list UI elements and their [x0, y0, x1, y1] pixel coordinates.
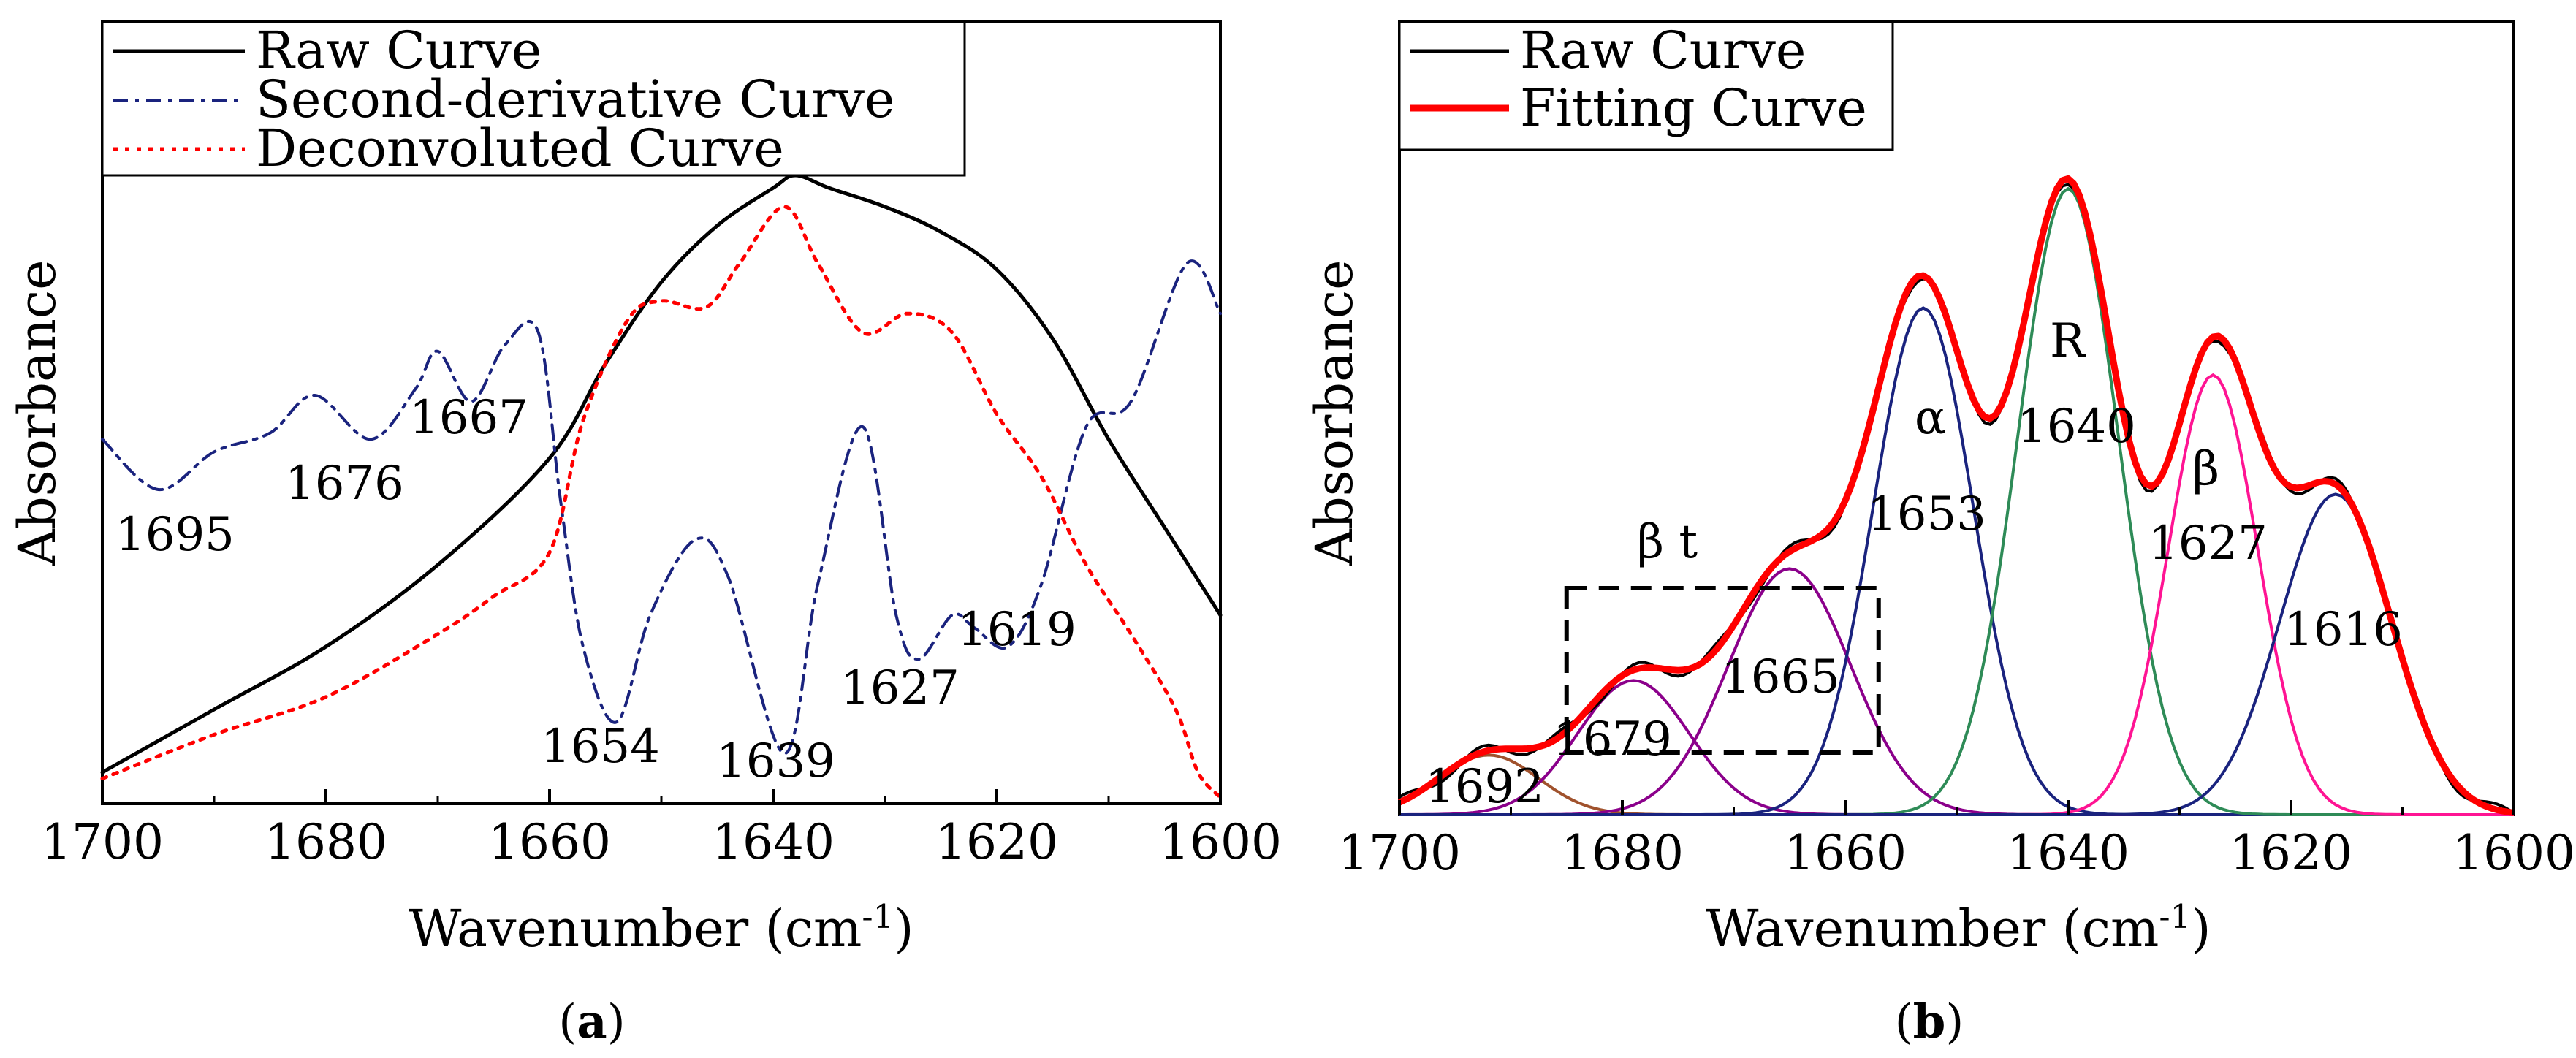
y-axis-title-b: Absorbance [1304, 259, 1364, 566]
peak-labels-a: 1695 1676 1667 1654 1639 1627 1619 [115, 391, 1076, 788]
x-tick-label-b-1620: 1620 [2230, 825, 2352, 881]
peak-label-1619: 1619 [957, 603, 1076, 657]
x-tick-label-b-1700: 1700 [1338, 825, 1461, 881]
x-tick-label-b-1640: 1640 [2007, 825, 2129, 881]
legend-b: Raw Curve Fitting Curve [1398, 20, 1894, 151]
legend-label-fitting-b: Fitting Curve [1520, 78, 1867, 138]
x-axis-title-close-b: ) [2191, 899, 2211, 959]
x-tick-label-a-1660: 1660 [488, 814, 611, 870]
legend-box-a [101, 20, 966, 177]
peak-label-1616: 1616 [2284, 603, 2403, 657]
beta-turn-highlight-box [1564, 586, 1881, 755]
peak-label-1679: 1679 [1553, 712, 1672, 766]
peak-labels-b: 1692 1679 1665 1653 1640 1627 1616 [1425, 400, 2403, 814]
x-tick-label-a-1700: 1700 [41, 814, 164, 870]
peak-label-1640: 1640 [2017, 400, 2136, 454]
x-axis-title-close-a: ) [894, 899, 913, 959]
panel-label-b: (b) [1895, 994, 1964, 1049]
x-tick-label-a-1620: 1620 [935, 814, 1058, 870]
x-tick-label-a-1680: 1680 [265, 814, 387, 870]
legend-label-raw-b: Raw Curve [1520, 20, 1806, 80]
legend-box-b [1398, 20, 1894, 151]
peak-label-1639: 1639 [716, 734, 835, 788]
panel-label-a: (a) [558, 994, 625, 1049]
peak-label-1676: 1676 [285, 457, 404, 511]
x-ticks-b: 1700 1680 1660 1640 1620 1600 [1338, 800, 2575, 881]
legend-label-deconvoluted-a: Deconvoluted Curve [256, 118, 784, 178]
peak-label-1653: 1653 [1867, 487, 1986, 541]
peak-label-1627: 1627 [840, 661, 960, 715]
peak-label-1692: 1692 [1425, 760, 1544, 814]
chart-panel-b: 1700 1680 1660 1640 1620 1600 Raw Curve Fitti… [1304, 20, 2575, 1049]
x-axis-title-sup-b: -1 [2159, 897, 2191, 936]
series-second-derivative-curve-a [101, 259, 1222, 756]
beta-turn-label: β t [1637, 515, 1698, 569]
x-axis-title-b: Wavenumber (cm-1) [1706, 897, 2211, 959]
series-fitting-curve-b [1398, 175, 2515, 816]
chart-panel-a: 1700 1680 1660 1640 1620 1600 Raw Curve Secon… [7, 20, 1282, 1049]
x-axis-title-main-b: Wavenumber (cm [1706, 899, 2159, 959]
legend-a: Raw Curve Second-derivative Curve Deconv… [101, 20, 966, 178]
beta-sheet-label: β [2192, 442, 2219, 496]
x-tick-label-b-1600: 1600 [2452, 825, 2575, 881]
x-tick-label-a-1600: 1600 [1159, 814, 1282, 870]
y-axis-title-a: Absorbance [7, 259, 67, 566]
peak-label-1667: 1667 [409, 391, 528, 445]
peak-label-1627: 1627 [2148, 517, 2268, 571]
x-axis-title-main-a: Wavenumber (cm [409, 899, 862, 959]
legend-label-second-derivative-a: Second-derivative Curve [256, 69, 894, 129]
structure-labels-b: β t α R β [1637, 314, 2219, 569]
random-coil-label: R [2050, 314, 2086, 368]
plot-area-a [100, 173, 1223, 799]
peak-label-1695: 1695 [115, 508, 235, 562]
peak-label-1654: 1654 [541, 720, 660, 774]
x-tick-label-a-1640: 1640 [712, 814, 835, 870]
series-raw-curve-a [100, 173, 1223, 775]
peak-label-1665: 1665 [1721, 650, 1840, 704]
series-deconvoluted-curve-a [100, 205, 1223, 799]
x-tick-label-b-1660: 1660 [1784, 825, 1907, 881]
alpha-label: α [1915, 391, 1946, 445]
x-ticks-a: 1700 1680 1660 1640 1620 1600 [41, 789, 1282, 870]
x-tick-label-b-1680: 1680 [1561, 825, 1684, 881]
x-axis-title-a: Wavenumber (cm-1) [409, 897, 913, 959]
x-axis-title-sup-a: -1 [862, 897, 894, 936]
legend-label-raw-a: Raw Curve [256, 20, 542, 80]
